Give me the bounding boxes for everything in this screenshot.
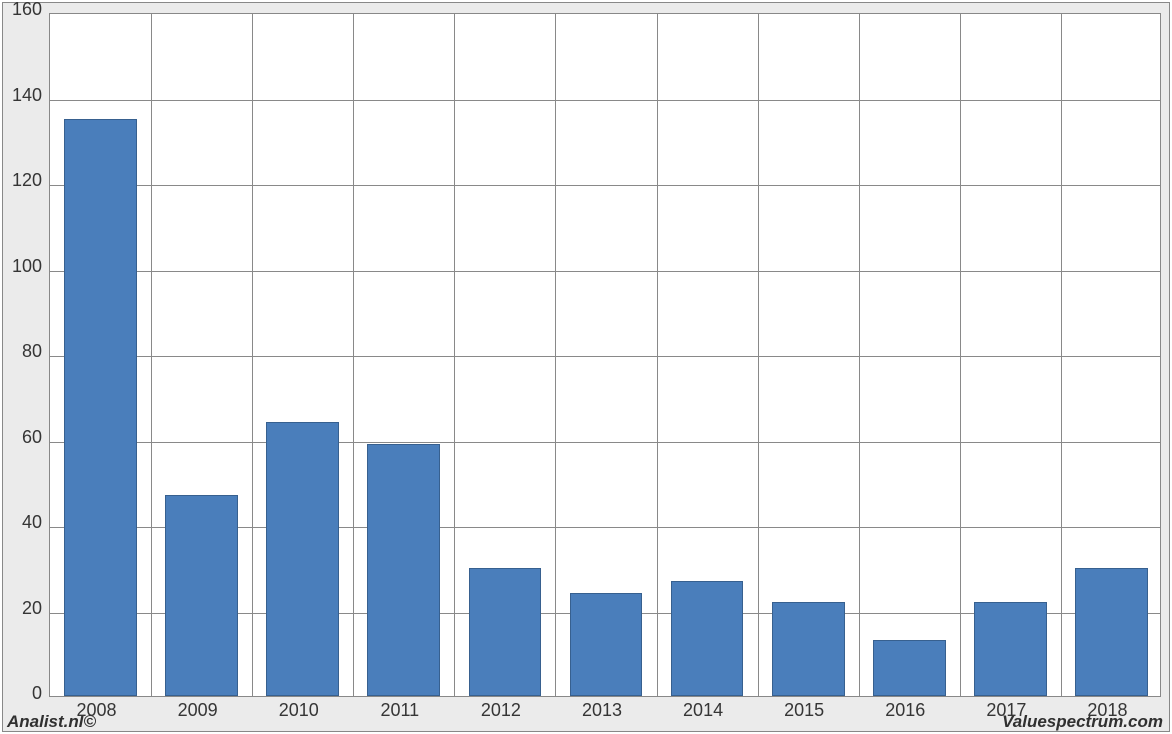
y-axis-tick-label: 40 [2,512,42,533]
gridline-vertical [252,14,253,696]
gridline-vertical [555,14,556,696]
x-axis-tick-label: 2011 [349,700,450,721]
bar [974,602,1047,696]
x-axis-tick-label: 2012 [450,700,551,721]
bar [64,119,137,696]
x-axis-tick-label: 2015 [754,700,855,721]
y-axis-tick-label: 0 [2,683,42,704]
y-axis-tick-label: 140 [2,85,42,106]
chart-outer-frame: Analist.nl© Valuespectrum.com [2,2,1170,732]
y-axis-tick-label: 20 [2,598,42,619]
x-axis-tick-label: 2016 [855,700,956,721]
y-axis-tick-label: 80 [2,341,42,362]
gridline-horizontal [50,271,1160,272]
x-axis-tick-label: 2014 [653,700,754,721]
gridline-horizontal [50,442,1160,443]
bar [1075,568,1148,696]
gridline-horizontal [50,100,1160,101]
bar [873,640,946,696]
gridline-vertical [1061,14,1062,696]
gridline-vertical [151,14,152,696]
gridline-vertical [758,14,759,696]
bar [772,602,845,696]
gridline-horizontal [50,356,1160,357]
gridline-vertical [657,14,658,696]
gridline-vertical [859,14,860,696]
x-axis-tick-label: 2010 [248,700,349,721]
chart-plot-area [49,13,1161,697]
bar [570,593,643,696]
gridline-vertical [960,14,961,696]
x-axis-tick-label: 2018 [1057,700,1158,721]
y-axis-tick-label: 60 [2,427,42,448]
gridline-horizontal [50,185,1160,186]
x-axis-tick-label: 2009 [147,700,248,721]
x-axis-tick-label: 2017 [956,700,1057,721]
bar [266,422,339,696]
gridline-vertical [454,14,455,696]
bar [671,581,744,696]
y-axis-tick-label: 160 [2,0,42,20]
y-axis-tick-label: 100 [2,256,42,277]
bar [165,495,238,696]
y-axis-tick-label: 120 [2,170,42,191]
gridline-vertical [353,14,354,696]
bar [469,568,542,696]
bar [367,444,440,696]
x-axis-tick-label: 2008 [46,700,147,721]
x-axis-tick-label: 2013 [551,700,652,721]
